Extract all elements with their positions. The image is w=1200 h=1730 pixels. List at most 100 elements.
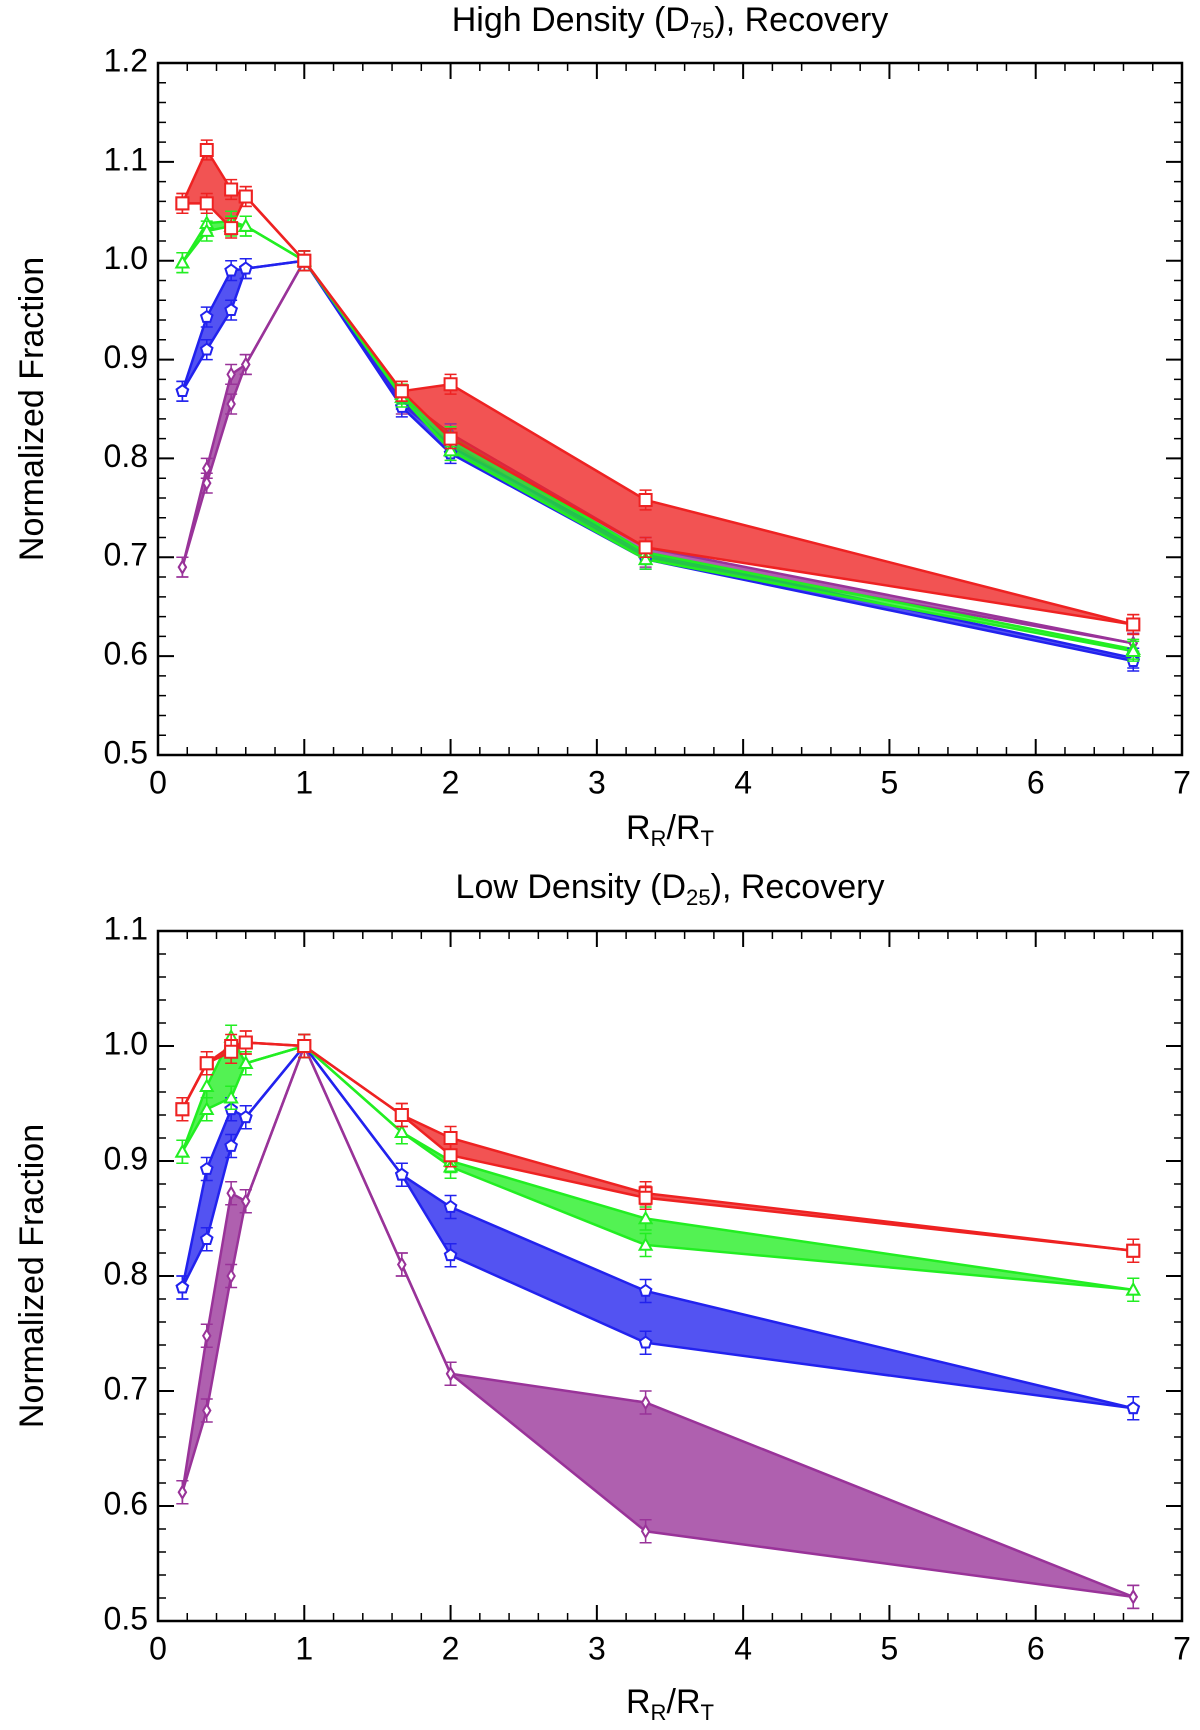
x-axis-label: RR/RT xyxy=(626,1683,714,1725)
y-axis-label: Normalized Fraction xyxy=(13,257,51,561)
band-line xyxy=(181,1044,1134,1292)
marker xyxy=(238,218,254,232)
y-axis-label: Normalized Fraction xyxy=(13,1124,51,1428)
x-tick-label: 4 xyxy=(734,764,752,800)
plot-area xyxy=(174,1024,1141,1610)
marker xyxy=(297,1039,312,1053)
x-axis-label-part: T xyxy=(701,1700,715,1725)
marker xyxy=(175,383,190,398)
chart-title-part: Low Density (D xyxy=(456,868,687,906)
marker xyxy=(443,1131,458,1145)
chart-title-part: 75 xyxy=(690,18,715,43)
band-area xyxy=(182,149,1134,625)
x-tick-label: 1 xyxy=(295,764,313,800)
marker xyxy=(638,1335,653,1349)
band-area xyxy=(182,1046,1134,1597)
marker xyxy=(238,1035,253,1050)
y-tick-label: 0.8 xyxy=(104,438,148,474)
y-tick-label: 0.9 xyxy=(104,1140,148,1176)
chart-title: High Density (D75), Recovery xyxy=(452,1,888,43)
marker xyxy=(638,540,653,555)
marker xyxy=(224,221,239,236)
marker xyxy=(226,1268,236,1284)
marker xyxy=(199,142,214,157)
chart-title-part: High Density (D xyxy=(452,1,690,39)
plot-area xyxy=(174,139,1141,672)
marker xyxy=(201,475,212,492)
marker xyxy=(175,1102,190,1117)
marker xyxy=(445,1365,456,1382)
x-tick-label: 6 xyxy=(1027,764,1045,800)
marker xyxy=(637,1210,654,1225)
marker xyxy=(201,1402,212,1419)
marker xyxy=(224,182,239,197)
marker xyxy=(199,1231,214,1246)
chart-title-part: ), Recovery xyxy=(714,1,888,39)
marker xyxy=(443,1248,458,1262)
marker xyxy=(226,396,236,413)
marker xyxy=(443,431,458,446)
band-line xyxy=(181,258,1134,645)
marker xyxy=(394,384,409,399)
marker xyxy=(174,254,191,269)
marker xyxy=(224,302,239,316)
y-tick-label: 1.1 xyxy=(104,910,148,946)
x-tick-label: 0 xyxy=(149,764,167,800)
marker xyxy=(224,263,239,277)
marker xyxy=(238,1110,253,1124)
marker xyxy=(297,253,312,268)
band-area xyxy=(182,260,1134,644)
plot-frame xyxy=(156,61,1184,757)
y-tick-label: 0.7 xyxy=(104,1370,148,1406)
marker xyxy=(443,377,458,392)
marker xyxy=(640,1523,651,1540)
y-tick-label: 0.5 xyxy=(104,734,148,770)
marker xyxy=(394,1167,409,1181)
marker xyxy=(238,1055,254,1070)
band-area xyxy=(182,1046,1134,1409)
marker xyxy=(199,342,214,356)
marker xyxy=(226,1185,236,1202)
x-axis-label-part: R xyxy=(651,1700,667,1725)
x-axis-label-part: R xyxy=(626,809,651,847)
x-tick-label: 0 xyxy=(149,1630,167,1666)
marker xyxy=(1126,617,1141,632)
y-tick-label: 0.9 xyxy=(104,339,148,375)
marker xyxy=(442,442,459,457)
chart-title-part: ), Recovery xyxy=(711,868,885,906)
marker xyxy=(443,1148,458,1163)
band-line xyxy=(181,258,1134,645)
x-axis-label: RR/RT xyxy=(626,809,714,851)
x-tick-label: 6 xyxy=(1027,1630,1045,1666)
marker xyxy=(199,1101,215,1116)
x-tick-label: 5 xyxy=(881,764,899,800)
marker xyxy=(241,1193,251,1210)
marker xyxy=(177,1484,188,1501)
x-axis-label-part: R xyxy=(626,1683,651,1721)
marker xyxy=(238,261,253,275)
marker xyxy=(201,1327,212,1344)
x-tick-label: 5 xyxy=(881,1630,899,1666)
marker xyxy=(1126,1243,1141,1258)
x-tick-label: 4 xyxy=(734,1630,752,1666)
x-tick-label: 3 xyxy=(588,1630,606,1666)
marker xyxy=(199,1056,214,1071)
x-axis-label-part: /R xyxy=(667,1683,701,1721)
marker xyxy=(199,1078,215,1093)
y-tick-label: 1.2 xyxy=(104,42,148,78)
marker xyxy=(223,1089,239,1104)
y-tick-label: 0.6 xyxy=(104,636,148,672)
chart-title-part: 25 xyxy=(686,885,711,910)
band-line xyxy=(181,219,1134,651)
marker xyxy=(175,1280,190,1294)
x-tick-label: 2 xyxy=(442,764,460,800)
marker xyxy=(638,492,653,507)
y-tick-label: 1.1 xyxy=(104,141,148,177)
y-tick-label: 1.0 xyxy=(104,240,148,276)
y-tick-label: 0.6 xyxy=(104,1485,148,1521)
y-tick-label: 0.7 xyxy=(104,537,148,573)
x-axis-label-part: R xyxy=(651,826,667,851)
x-tick-label: 3 xyxy=(588,764,606,800)
marker xyxy=(238,189,253,204)
marker xyxy=(224,1044,239,1059)
